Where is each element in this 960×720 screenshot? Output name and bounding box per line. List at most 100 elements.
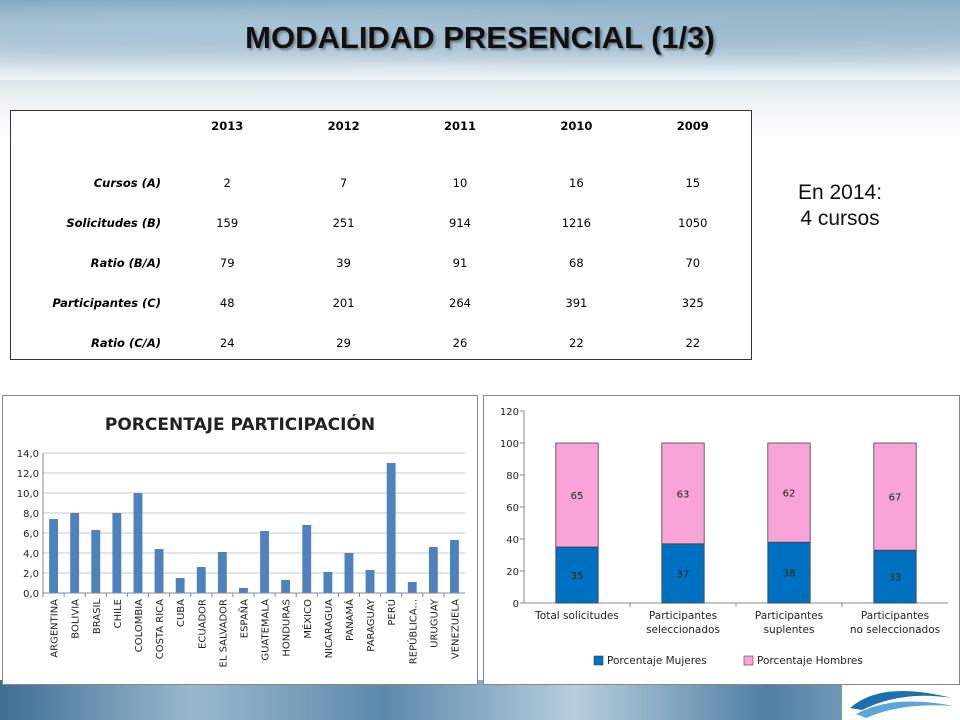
table-cell: 264 <box>449 296 471 310</box>
year-header: 2011 <box>443 119 476 133</box>
table-cell: 201 <box>332 296 355 310</box>
stacked-bar-segment <box>661 543 705 604</box>
x-tick-label: ARGENTINA <box>50 599 61 658</box>
logo <box>842 680 960 720</box>
slide-title: MODALIDAD PRESENCIAL (1/3) <box>245 20 715 55</box>
stacked-bar-segment <box>873 549 917 604</box>
bar <box>112 513 122 593</box>
x-tick-label: BOLIVIA <box>71 599 82 639</box>
table-cell: 70 <box>685 256 701 270</box>
y-tick-label: 6,0 <box>23 529 39 540</box>
table-row: Solicitudes (B) 159 251 914 1216 1050 <box>11 203 751 243</box>
x-tick-label: no seleccionados <box>850 624 940 636</box>
wave-logo-icon <box>850 690 954 718</box>
note-text: En 2014: 4 cursos <box>770 180 910 232</box>
table-cell: 79 <box>219 256 235 270</box>
x-tick-label: seleccionados <box>646 624 720 636</box>
x-tick-label: URUGUAY <box>429 598 440 648</box>
bar <box>154 549 164 593</box>
participation-chart-svg: PORCENTAJE PARTICIPACIÓN 0,0 2,0 4,0 6,0 8,0 1… <box>17 413 465 668</box>
table-cell: 39 <box>336 256 351 270</box>
bar <box>407 582 417 593</box>
y-tick-label: 40 <box>506 535 519 546</box>
table-cell: 24 <box>219 336 235 350</box>
data-label: 35 <box>571 571 584 582</box>
bar <box>344 553 354 593</box>
bar <box>323 572 333 593</box>
data-label: 67 <box>889 493 902 504</box>
table-cell: 22 <box>569 336 584 350</box>
x-tick-label: COLOMBIA <box>134 599 145 652</box>
table-cell: 914 <box>449 216 471 230</box>
bar <box>91 530 101 593</box>
year-header: 2009 <box>676 119 709 133</box>
x-tick-label: PERÚ <box>385 599 398 626</box>
x-tick-label: VENEZUELA <box>450 599 461 659</box>
y-tick-label: 12,0 <box>17 469 39 480</box>
row-label: Cursos (A) <box>93 176 161 190</box>
y-tick-label: 20 <box>506 567 519 578</box>
bar <box>175 578 185 593</box>
x-tick-label: CHILE <box>113 599 124 628</box>
table-cell: 29 <box>336 336 351 350</box>
bar <box>217 552 227 593</box>
x-tick-label: COSTA RICA <box>155 599 166 659</box>
year-header: 2010 <box>560 119 593 133</box>
bar <box>450 540 459 593</box>
note-line: 4 cursos <box>800 207 880 230</box>
data-label: 63 <box>677 489 690 500</box>
x-tick-label: NICARAGUA <box>324 599 335 659</box>
y-tick-label: 14,0 <box>17 449 39 460</box>
stacked-bar-segment <box>555 442 599 548</box>
x-tick-label: ESPAÑA <box>237 599 250 638</box>
table-row: Participantes (C) 48 201 264 391 325 <box>11 283 751 323</box>
table-cell: 91 <box>452 256 468 270</box>
legend-swatch <box>743 655 754 666</box>
x-tick-label: Total solicitudes <box>534 610 619 622</box>
bar <box>49 519 58 593</box>
table-cell: 48 <box>219 296 235 310</box>
water-banner-top <box>0 0 960 80</box>
bar <box>386 463 396 593</box>
stacked-bar-segment <box>661 442 705 545</box>
legend-swatch <box>593 655 604 666</box>
x-tick-label: Participantes <box>861 610 929 622</box>
water-banner-bottom <box>0 680 960 720</box>
x-tick-label: BRASIL <box>92 599 103 635</box>
y-tick-label: 10,0 <box>17 489 39 500</box>
bar <box>428 547 438 593</box>
stacked-bar-segment <box>555 546 599 604</box>
x-tick-label: EL SALVADOR <box>218 599 229 668</box>
x-tick-label: PANAMÁ <box>343 599 356 641</box>
table-row: Ratio (B/A) 79 39 91 68 70 <box>11 243 751 283</box>
table-header-row: 2013 2012 2011 2010 2009 <box>11 111 751 141</box>
table-cell: 325 <box>681 296 704 310</box>
bar <box>302 525 312 593</box>
table-cell: 15 <box>685 176 701 190</box>
data-label: 62 <box>783 489 796 500</box>
table-cell: 7 <box>339 176 348 190</box>
stacked-bar-segment <box>767 442 811 543</box>
table-cell: 159 <box>216 216 239 230</box>
y-tick-label: 8,0 <box>23 509 39 520</box>
x-tick-label: REPÚBLICA... <box>406 599 419 664</box>
table-row: Cursos (A) 2 7 10 16 15 <box>11 163 751 203</box>
x-tick-label: GUATEMALA <box>261 599 272 661</box>
table-cell: 10 <box>452 176 468 190</box>
table-cell: 1050 <box>678 216 708 230</box>
table-cell: 391 <box>565 296 588 310</box>
y-tick-label: 80 <box>506 471 519 482</box>
x-tick-label: Participantes <box>649 610 717 622</box>
table-cell: 16 <box>569 176 584 190</box>
table-cell: 2 <box>223 176 231 190</box>
gender-chart: 0 20 40 60 80 100 120 35 65 Total solicitudes 37 63… <box>483 395 960 685</box>
y-tick-label: 0,0 <box>23 589 39 600</box>
gender-chart-svg: 0 20 40 60 80 100 120 35 65 Total solicitudes 37 63… <box>500 407 948 667</box>
bar <box>133 493 143 593</box>
chart-title: PORCENTAJE PARTICIPACIÓN <box>105 413 375 435</box>
x-tick-label: HONDURAS <box>282 599 293 657</box>
y-tick-label: 100 <box>500 439 519 450</box>
legend-label: Porcentaje Hombres <box>757 655 863 667</box>
row-label: Participantes (C) <box>52 296 161 310</box>
participation-chart: PORCENTAJE PARTICIPACIÓN 0,0 2,0 4,0 6,0 8,0 1… <box>2 395 478 685</box>
